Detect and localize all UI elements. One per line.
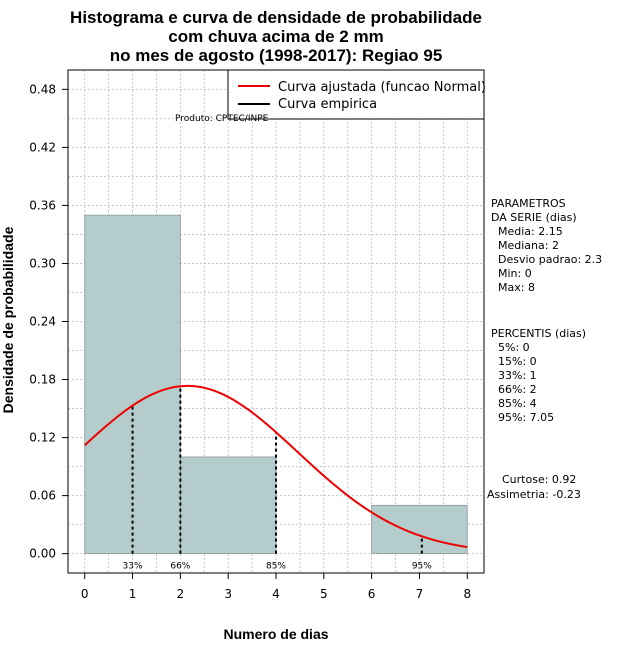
chart-title-line-3: no mes de agosto (1998-2017): Regiao 95 bbox=[110, 46, 443, 65]
legend-box bbox=[227, 69, 485, 120]
shape-stats-panel: Curtose: 0.92 Assimetria: -0.23 bbox=[487, 473, 581, 501]
histogram-bar-3 bbox=[371, 504, 468, 555]
parameters-panel: PARAMETROS DA SERIE (dias) Media: 2.15 M… bbox=[491, 197, 602, 294]
axes: 0 1 2 3 4 5 6 7 8 0.00 0.06 0.12 0.18 0.24 0.30 0.36 0.4… bbox=[29, 82, 471, 601]
curve-layer bbox=[84, 384, 468, 549]
x-tick-label-1: 1 bbox=[129, 587, 137, 601]
y-tick-label-4: 0.24 bbox=[29, 315, 56, 329]
y-tick-label-1: 0.06 bbox=[29, 489, 56, 503]
percentile-66: 66%: 2 bbox=[498, 383, 537, 396]
y-tick-label-8: 0.48 bbox=[29, 82, 56, 96]
skewness-stat: Assimetria: -0.23 bbox=[487, 488, 581, 501]
x-tick-label-6: 6 bbox=[368, 587, 376, 601]
percentile-95: 95%: 7.05 bbox=[498, 411, 554, 424]
parameter-sd: Desvio padrao: 2.3 bbox=[498, 253, 602, 266]
parameter-mean: Media: 2.15 bbox=[498, 225, 563, 238]
parameters-header-2: DA SERIE (dias) bbox=[491, 211, 577, 224]
chart-title-line-2: com chuva acima de 2 mm bbox=[168, 27, 383, 46]
parameter-max: Max: 8 bbox=[498, 281, 535, 294]
y-tick-label-3: 0.18 bbox=[29, 373, 56, 387]
chart-title-line-1: Histograma e curva de densidade de proba… bbox=[70, 8, 482, 27]
legend: Curva ajustada (funcao Normal) Curva emp… bbox=[227, 69, 486, 120]
percentile-line-label-2: 85% bbox=[266, 562, 286, 572]
x-tick-label-5: 5 bbox=[320, 587, 328, 601]
fitted-normal-curve bbox=[84, 384, 468, 549]
y-axis-title: Densidade de probabilidade bbox=[0, 226, 16, 413]
x-axis-title: Numero de dias bbox=[223, 626, 328, 642]
parameters-header-1: PARAMETROS bbox=[491, 197, 566, 210]
parameter-min: Min: 0 bbox=[498, 267, 532, 280]
product-note: Produto: CPTEC/INPE bbox=[175, 114, 269, 124]
parameter-median: Mediana: 2 bbox=[498, 239, 559, 252]
kurtosis-stat: Curtose: 0.92 bbox=[502, 473, 576, 486]
histogram-bar-1 bbox=[179, 456, 277, 555]
percentile-lines: 33% 66% 85% 95% bbox=[123, 386, 432, 572]
percentile-85: 85%: 4 bbox=[498, 397, 537, 410]
percentile-line-label-0: 33% bbox=[123, 562, 143, 572]
x-tick-label-8: 8 bbox=[463, 587, 471, 601]
legend-label-empirical: Curva empirica bbox=[278, 97, 377, 112]
x-tick-label-4: 4 bbox=[272, 587, 280, 601]
legend-label-fitted: Curva ajustada (funcao Normal) bbox=[278, 80, 486, 95]
x-tick-label-7: 7 bbox=[416, 587, 424, 601]
y-tick-label-0: 0.00 bbox=[29, 547, 56, 561]
percentile-line-label-1: 66% bbox=[170, 562, 190, 572]
percentiles-panel: PERCENTIS (dias) 5%: 0 15%: 0 33%: 1 66%… bbox=[491, 327, 586, 424]
y-tick-label-5: 0.30 bbox=[29, 256, 56, 270]
percentile-33: 33%: 1 bbox=[498, 369, 537, 382]
y-tick-label-7: 0.42 bbox=[29, 140, 56, 154]
percentile-line-label-3: 95% bbox=[412, 562, 432, 572]
y-tick-label-6: 0.36 bbox=[29, 198, 56, 212]
percentile-5: 5%: 0 bbox=[498, 341, 530, 354]
x-tick-label-2: 2 bbox=[177, 587, 185, 601]
percentiles-header: PERCENTIS (dias) bbox=[491, 327, 586, 340]
percentile-15: 15%: 0 bbox=[498, 355, 537, 368]
x-tick-label-3: 3 bbox=[224, 587, 232, 601]
y-tick-label-2: 0.12 bbox=[29, 431, 56, 445]
x-tick-label-0: 0 bbox=[81, 587, 89, 601]
